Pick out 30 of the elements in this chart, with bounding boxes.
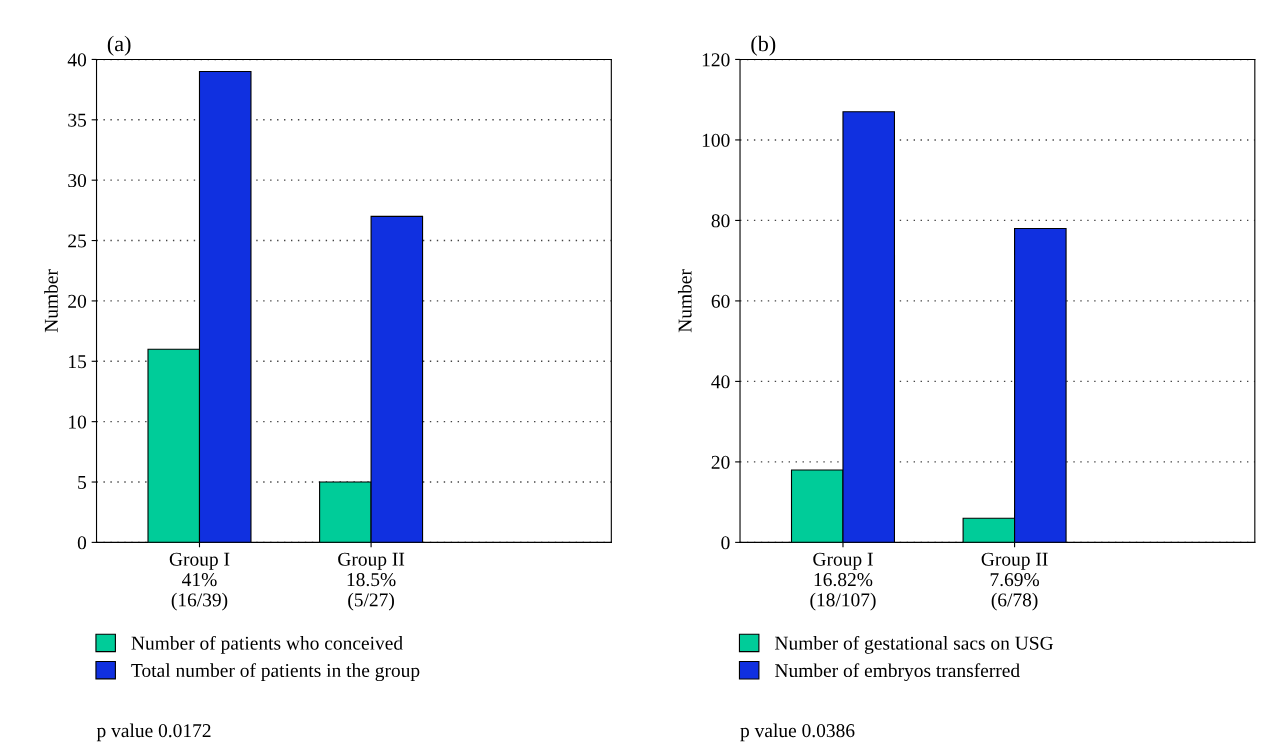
y-tick-label: 80 [711,214,730,228]
y-tick-label: 10 [69,415,87,429]
y-tick-label: 20 [711,455,730,469]
legend-label: Number of gestational sacs on USG [775,635,1054,654]
y-tick-label: 5 [78,476,87,489]
chart-title: (a) [107,35,131,56]
y-tick-label: 20 [68,294,87,308]
legend-label: Number of embryos transferred [775,663,1020,682]
y-tick-label: 0 [721,536,730,550]
y-tick-label: 35 [68,113,87,127]
y-tick-label: 25 [68,234,87,248]
y-tick-label: 100 [702,133,730,147]
y-tick-label: 30 [68,173,87,188]
y-tick-label: 40 [711,375,730,389]
y-tick-label: 15 [69,355,87,369]
legend-label: Total number of patients in the group [131,663,420,682]
y-tick-label: 120 [702,53,730,67]
chart-title: (b) [751,35,776,56]
x-tick-label: Group I 16.82% (18/107) [810,552,876,611]
y-axis-title: Number [677,269,692,333]
legend-label: Number of patients who conceived [131,635,403,654]
text: p value 0.0172 [96,723,211,742]
text: p value 0.0386 [740,723,855,742]
y-tick-label: 0 [77,536,87,550]
x-tick-label: Group I 41% (16/39) [169,552,230,611]
x-tick-label: Group II 18.5% (5/27) [338,552,405,611]
x-tick-label: Group II 7.69% (6/78) [981,552,1048,611]
y-axis-title: Number [44,269,58,333]
y-tick-label: 60 [711,294,730,308]
y-tick-label: 40 [67,53,87,67]
